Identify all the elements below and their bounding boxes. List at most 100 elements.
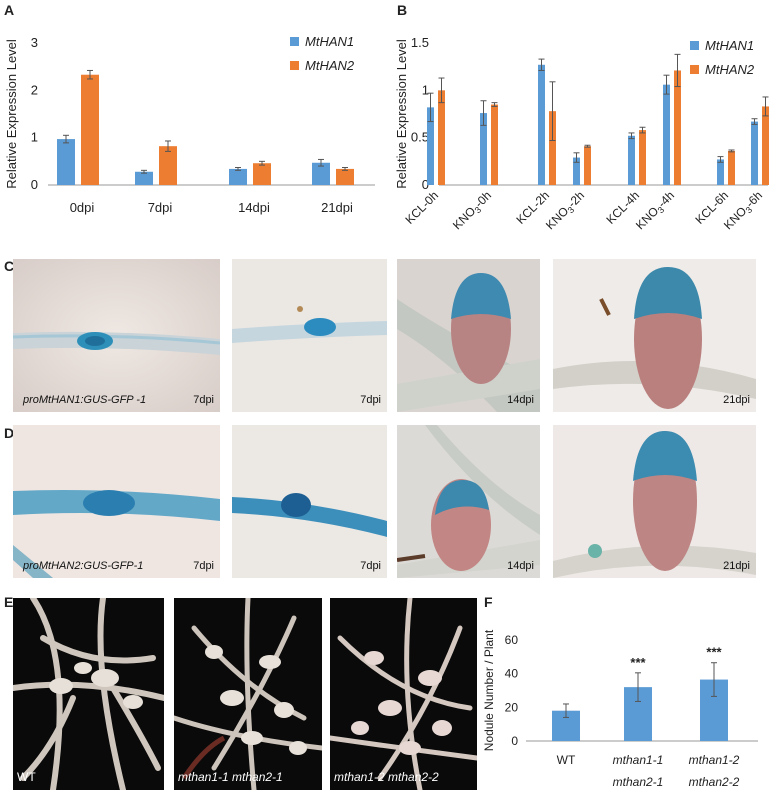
- legend-swatch: [690, 41, 699, 50]
- y-tick-label: 3: [31, 35, 38, 50]
- y-tick-label: 0.5: [411, 130, 429, 145]
- y-tick-label: 60: [505, 633, 519, 647]
- chart-f: Nodule Number / Plant 0 20 40 60 WT *** mthan1-…: [482, 629, 758, 789]
- panel-label-b: B: [397, 2, 408, 18]
- micrograph-c1: proMtHAN1:GUS-GFP -1 7dpi: [13, 259, 220, 412]
- bar-mthan2: [674, 70, 681, 185]
- legend-label: MtHAN1: [305, 34, 354, 49]
- x-tick-label: 21dpi: [321, 200, 353, 215]
- significance-marker: ***: [706, 645, 722, 660]
- x-tick-label: KNO3-4h: [633, 188, 679, 234]
- y-axis-label: Relative Expression Level: [394, 39, 409, 189]
- root-photo-e1: [13, 598, 164, 790]
- micrograph-d2: 7dpi: [232, 425, 387, 578]
- micrograph-c4: 21dpi: [553, 259, 756, 412]
- bar-mthan1: [135, 171, 153, 185]
- bar-mthan2: [253, 163, 271, 185]
- x-tick-label: KCL-0h: [402, 188, 441, 227]
- y-tick-label: 40: [505, 667, 519, 681]
- root-image-d2: [232, 425, 387, 578]
- photo-e3: mthan1-2 mthan2-2: [330, 598, 477, 790]
- x-tick-label: WT: [557, 753, 576, 767]
- y-tick-label: 20: [505, 700, 519, 714]
- root-image-d4: [553, 425, 756, 578]
- bar-mthan2: [762, 106, 769, 185]
- time-c2: 7dpi: [360, 394, 381, 406]
- panel-label-c: C: [4, 258, 15, 274]
- root-image-d1: [13, 425, 220, 578]
- root-photo-e2: [174, 598, 322, 790]
- x-tick-label: KNO3-2h: [543, 188, 589, 234]
- y-tick-label: 0: [511, 734, 518, 748]
- caption-e2: mthan1-1 mthan2-1: [178, 770, 283, 784]
- x-tick-label: mthan2-1: [613, 775, 664, 789]
- y-tick-label: 1: [422, 82, 429, 97]
- time-c3: 14dpi: [507, 394, 534, 406]
- significance-marker: ***: [630, 655, 646, 670]
- bar-mthan1: [480, 113, 487, 185]
- root-image-c4: [553, 259, 756, 412]
- legend-swatch: [290, 37, 299, 46]
- panel-label-f: F: [484, 594, 493, 610]
- time-d1: 7dpi: [193, 560, 214, 572]
- bar-mthan2: [336, 168, 354, 185]
- x-tick-label: 14dpi: [238, 200, 270, 215]
- root-image-c2: [232, 259, 387, 412]
- bar-mthan2: [438, 90, 445, 185]
- bar-mthan1: [573, 157, 580, 185]
- legend-label: MtHAN1: [705, 38, 754, 53]
- y-tick-label: 1: [31, 130, 38, 145]
- y-tick-label: 0: [31, 177, 38, 192]
- y-tick-label: 2: [31, 82, 38, 97]
- bar-mthan1: [663, 84, 670, 185]
- legend-swatch: [290, 61, 299, 70]
- x-tick-label: KNO3-0h: [450, 188, 496, 234]
- bar-mthan1: [312, 162, 330, 185]
- bar-mthan2: [159, 146, 177, 185]
- time-c4: 21dpi: [723, 394, 750, 406]
- y-axis-label: Relative Expression Level: [4, 39, 19, 189]
- legend-label: MtHAN2: [305, 58, 355, 73]
- root-photo-e3: [330, 598, 477, 790]
- x-tick-label: 0dpi: [70, 200, 95, 215]
- time-d2: 7dpi: [360, 560, 381, 572]
- x-tick-label: mthan2-2: [689, 775, 740, 789]
- time-d4: 21dpi: [723, 560, 750, 572]
- x-tick-label: mthan1-1: [613, 753, 664, 767]
- time-c1: 7dpi: [193, 394, 214, 406]
- y-tick-label: 1.5: [411, 35, 429, 50]
- root-image-c1: [13, 259, 220, 412]
- root-image-c3: [397, 259, 540, 412]
- chart-a: Relative Expression Level 0 1 2 3 MtHAN1 MtHAN…: [4, 34, 375, 215]
- bar-mthan2: [728, 150, 735, 185]
- bar-mthan1: [57, 139, 75, 185]
- micrograph-c2: 7dpi: [232, 259, 387, 412]
- chart-b: Relative Expression Level 0 0.5 1 1.5 MtHAN1 M…: [394, 35, 769, 234]
- bar-mthan2: [491, 104, 498, 185]
- micrograph-d1: proMtHAN2:GUS-GFP-1 7dpi: [13, 425, 220, 578]
- panel-label-a: A: [4, 2, 15, 18]
- photo-e1: WT: [13, 598, 164, 790]
- caption-c1: proMtHAN1:GUS-GFP -1: [23, 394, 147, 406]
- bar-mthan1: [717, 159, 724, 185]
- bar-mthan1: [628, 135, 635, 185]
- micrograph-d4: 21dpi: [553, 425, 756, 578]
- legend-label: MtHAN2: [705, 62, 755, 77]
- y-tick-label: 0: [422, 177, 429, 192]
- root-image-d3: [397, 425, 540, 578]
- legend-swatch: [690, 65, 699, 74]
- panel-label-d: D: [4, 425, 15, 441]
- bar-mthan2: [549, 111, 556, 185]
- photo-e2: mthan1-1 mthan2-1: [174, 598, 322, 790]
- bar-mthan2: [584, 146, 591, 185]
- bar-mthan1: [427, 107, 434, 185]
- x-tick-label: 7dpi: [148, 200, 173, 215]
- bar-mthan1: [538, 64, 545, 185]
- bar-mthan1: [229, 168, 247, 185]
- y-axis-label: Nodule Number / Plant: [482, 629, 496, 751]
- caption-d1: proMtHAN2:GUS-GFP-1: [23, 560, 144, 572]
- bar-mthan1: [751, 121, 758, 185]
- bar-mthan2: [639, 130, 646, 185]
- caption-e1: WT: [17, 770, 36, 784]
- caption-e3: mthan1-2 mthan2-2: [334, 770, 439, 784]
